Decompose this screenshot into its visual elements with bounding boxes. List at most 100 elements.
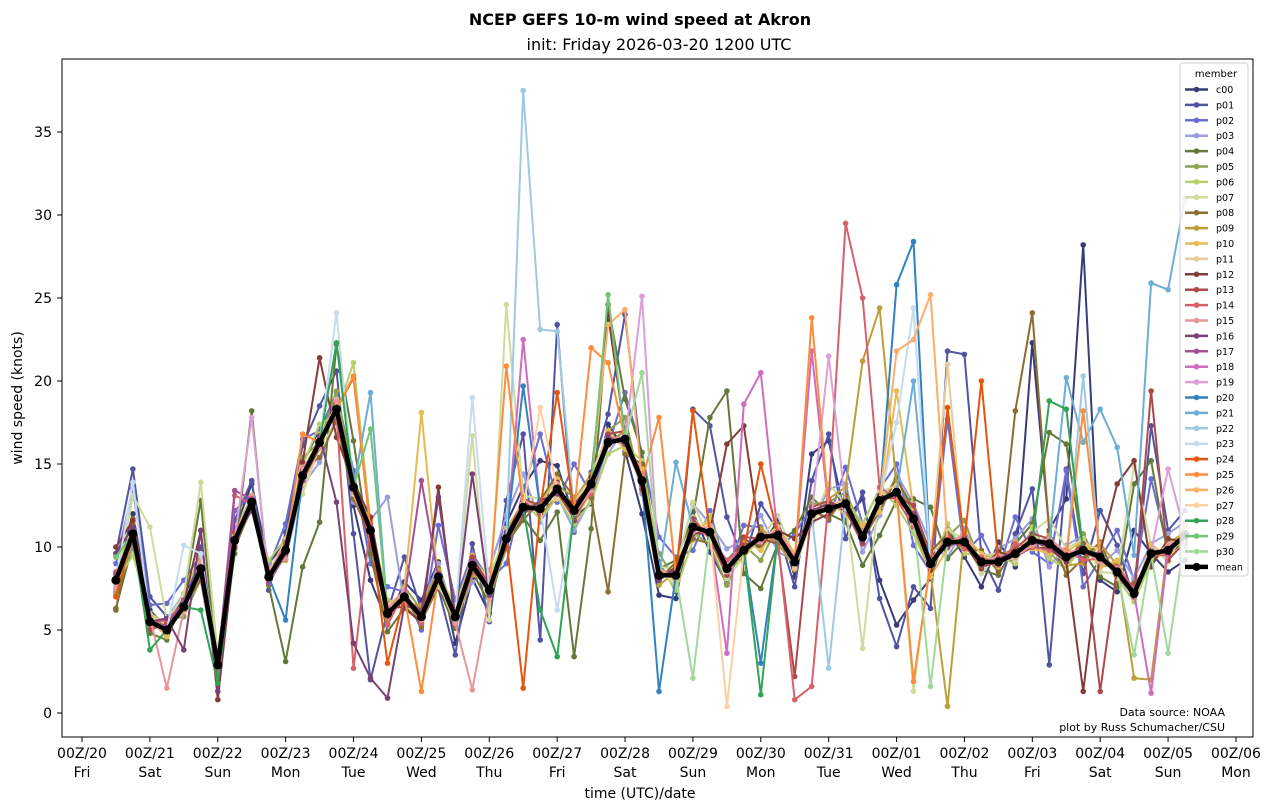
data-point-mean [501,534,511,544]
x-tick-label: 00Z/23 [261,746,311,762]
data-point-c00 [554,462,560,469]
legend-label: p16 [1216,331,1234,342]
data-point-c00 [876,577,883,583]
x-tick-day: Thu [950,765,977,781]
data-point-p01 [248,477,255,484]
data-point-p20 [758,660,764,666]
legend-swatch-marker [1193,286,1200,293]
data-point-p18 [520,336,526,343]
data-point-p22 [1080,373,1086,379]
y-tick-label: 20 [34,374,52,390]
chart-title: NCEP GEFS 10-m wind speed at Akron [469,10,811,29]
data-point-p16 [350,640,357,647]
data-point-p20 [656,688,662,695]
data-point-p11 [554,496,560,502]
data-point-mean [1112,567,1122,577]
data-point-p01 [554,321,560,328]
legend-swatch-marker [1193,317,1200,324]
legend-label: p10 [1216,239,1234,250]
data-point-p23 [130,479,136,486]
legend-entry-p16: p16 [1185,331,1234,342]
x-tick-label: 00Z/29 [668,746,718,762]
data-point-p28 [198,607,204,613]
data-point-p29 [367,426,374,432]
x-axis-label: time (UTC)/date [584,786,695,802]
data-point-p01 [876,595,883,602]
x-tick-day: Sat [1089,765,1112,781]
data-point-p12 [113,544,119,550]
legend-entry-p12: p12 [1185,270,1234,281]
data-point-p02 [978,532,985,539]
data-point-p01 [927,605,934,612]
data-point-p04 [1046,429,1053,436]
data-point-p08 [1029,310,1036,316]
x-tick-day: Fri [74,765,91,781]
legend-swatch-marker [1193,271,1200,278]
legend-label: p13 [1216,285,1234,296]
x-tick-label: 00Z/06 [1211,746,1261,762]
data-point-p07 [859,645,866,652]
y-axis: 0 5 10 15 20 25 30 35 [34,125,62,722]
data-point-p21 [1148,280,1154,286]
data-point-p10 [876,509,883,515]
legend: member c00 p01 p02 p03 p04 p05 p06 p07 p08 p09 p10… [1179,62,1249,577]
data-point-p04 [554,509,560,515]
data-point-p25 [418,688,425,695]
x-tick-day: Mon [271,765,301,781]
x-tick-day: Wed [881,765,912,781]
data-point-p24 [758,461,764,467]
data-point-p19 [825,353,832,359]
x-tick-label: 00Z/24 [329,746,379,762]
data-point-mean [1061,552,1071,562]
data-point-p02 [910,542,917,549]
legend-swatch-marker [1193,117,1200,124]
data-point-p10 [859,522,866,529]
legend-entry-p15: p15 [1185,316,1234,327]
data-point-mean [383,608,392,618]
data-point-p26 [605,321,611,328]
y-tick-label: 30 [34,208,52,224]
data-point-p09 [656,582,662,588]
x-tick-label: 00Z/30 [736,746,786,762]
data-point-c00 [1114,589,1120,595]
data-point-p05 [758,557,764,564]
data-point-p23 [333,310,340,316]
data-point-p04 [724,388,730,394]
data-point-p10 [418,409,425,416]
credits: Data source: NOAA plot by Russ Schumache… [1059,706,1225,734]
data-point-p30 [639,369,645,376]
data-point-p07 [198,479,204,486]
data-point-mean [1010,549,1020,559]
data-point-mean [332,404,341,414]
data-point-p20 [910,238,917,245]
data-point-p25 [910,678,917,685]
plot-area [111,87,1190,710]
data-point-p25 [605,359,611,366]
data-point-p01 [1046,662,1053,668]
data-point-p15 [164,685,170,691]
legend-swatch-marker [1193,363,1200,370]
data-point-p11 [944,361,951,368]
data-point-p08 [995,569,1002,575]
data-point-mean [959,537,969,547]
data-point-mean [943,537,952,547]
data-point-p04 [859,562,866,569]
legend-label: p24 [1216,455,1234,466]
legend-entry-p17: p17 [1185,347,1234,358]
data-point-p28 [1046,398,1053,404]
data-point-p02 [164,600,170,607]
data-point-mean [756,532,766,542]
data-point-p25 [588,345,594,351]
data-point-p14 [791,696,798,703]
data-point-mean [366,525,375,535]
data-point-p04 [316,519,323,525]
data-point-p04 [758,585,764,592]
legend-label: p20 [1216,393,1234,404]
data-point-p19 [248,414,255,421]
data-point-p03 [758,512,764,519]
data-point-p04 [1131,481,1137,487]
data-point-p02 [707,507,713,514]
data-point-mean [1129,589,1139,598]
data-point-p01 [842,535,849,542]
data-point-mean [128,529,138,539]
